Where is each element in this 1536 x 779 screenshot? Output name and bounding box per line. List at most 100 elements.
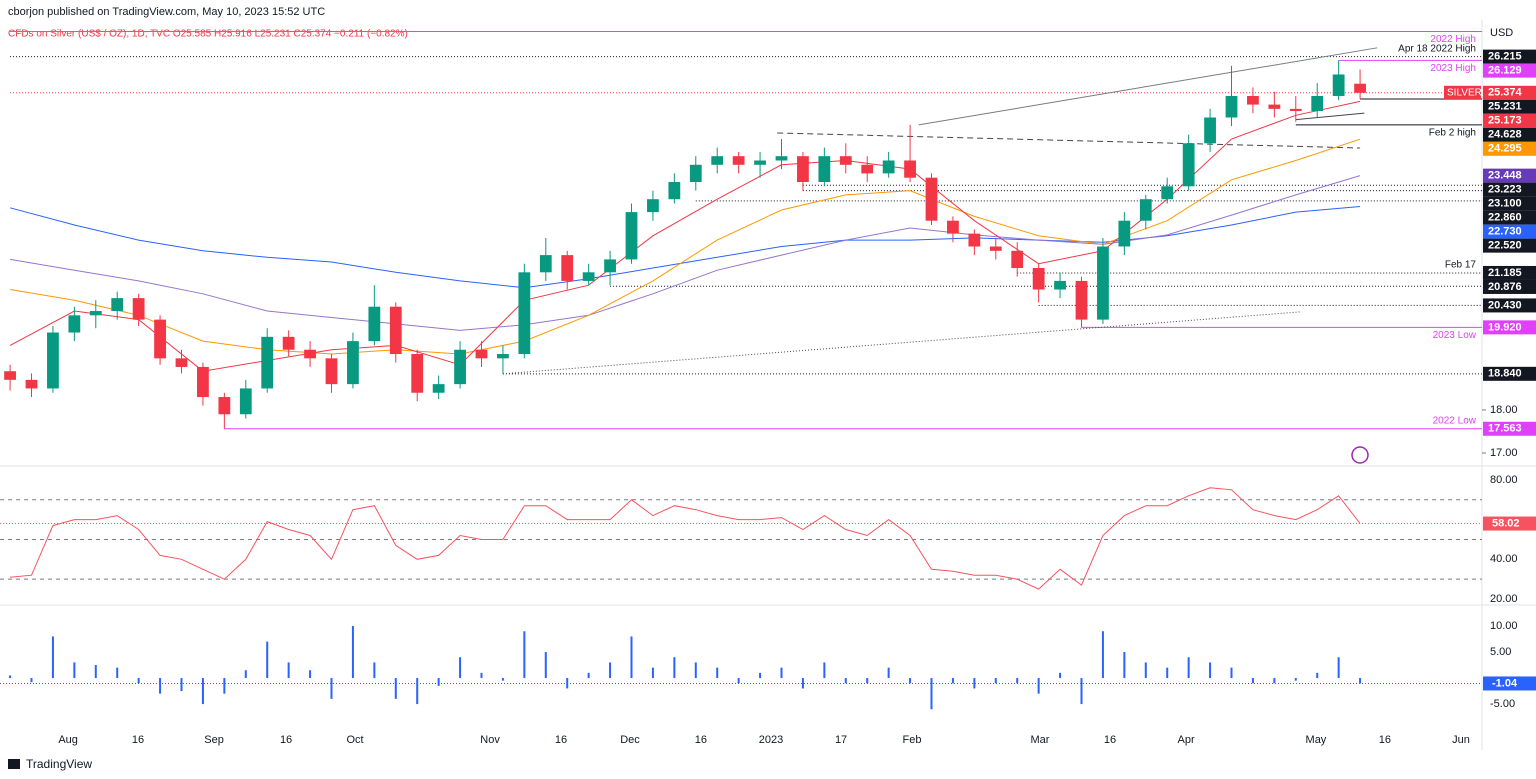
histogram-bar [1037, 678, 1040, 694]
price-label: 17.563 [1488, 423, 1522, 435]
histogram-bar [244, 670, 247, 679]
trendline [1295, 112, 1365, 121]
histogram-bar [330, 678, 333, 699]
histogram-bar [716, 667, 719, 679]
candle-body [1054, 280, 1066, 290]
x-tick-label: Apr [1178, 734, 1195, 746]
histogram-bar [223, 678, 226, 694]
price-label: 20.430 [1488, 299, 1522, 311]
moving-average [10, 175, 1361, 331]
histogram-bar [523, 631, 526, 679]
price-label: 26.215 [1488, 51, 1522, 63]
x-tick-label: Nov [480, 734, 500, 746]
candle-body [1032, 268, 1045, 290]
histogram-bar [694, 662, 697, 679]
y-tick-label: 20.00 [1490, 593, 1518, 605]
candle-body [1354, 83, 1366, 93]
price-label-box [1483, 279, 1536, 294]
candle-body [218, 397, 231, 415]
histogram-bar [9, 675, 12, 679]
candle-body [1289, 108, 1302, 112]
price-label-box [1483, 113, 1536, 128]
histogram-bar [566, 678, 569, 689]
candle-body [1161, 186, 1174, 200]
candle-body [304, 349, 316, 359]
candle-body [1118, 220, 1131, 247]
candle-body [1247, 95, 1259, 105]
candle-body [839, 156, 852, 165]
x-tick-label: Feb [903, 734, 922, 746]
level-note: Feb 2 high [1429, 128, 1476, 139]
price-label: 24.295 [1488, 143, 1522, 155]
candle-body [861, 164, 874, 174]
candle-body [604, 259, 616, 273]
candle-body [282, 336, 295, 350]
candle-body [68, 315, 81, 333]
candle-body [539, 255, 552, 273]
histogram-bar [951, 678, 954, 684]
histogram-bar [737, 678, 740, 684]
price-label-box [1483, 421, 1536, 436]
candle-body [368, 306, 381, 342]
candle-body [711, 156, 724, 165]
moving-average [10, 138, 1361, 355]
histogram-bar [673, 657, 676, 679]
price-label-box [1483, 298, 1536, 313]
x-tick-label: 2023 [759, 734, 783, 746]
histogram-bar [351, 626, 354, 679]
histogram-bar [780, 667, 783, 679]
level-note: Apr 18 2022 High [1398, 43, 1476, 54]
candle-body [175, 358, 188, 367]
histogram-bar [30, 678, 33, 683]
price-label: 22.860 [1488, 212, 1522, 224]
histogram-bar [823, 662, 826, 679]
histogram-bar [287, 662, 290, 679]
candle-body [1225, 95, 1238, 118]
x-tick-label: 16 [555, 734, 567, 746]
candle-body [668, 181, 681, 200]
price-label: 25.374 [1488, 87, 1523, 99]
histogram-bar [1166, 667, 1169, 679]
candle-body [968, 233, 981, 247]
author-line: cborjon published on TradingView.com, Ma… [8, 6, 325, 18]
candle-body [154, 319, 166, 359]
trendline [918, 47, 1378, 126]
candle-body [47, 332, 59, 389]
histogram-bar [994, 678, 997, 684]
price-label-box [1483, 168, 1536, 183]
candle-body [1097, 246, 1109, 320]
x-tick-label: 16 [280, 734, 292, 746]
y-tick-label: 18.00 [1490, 404, 1518, 416]
x-tick-label: 16 [132, 734, 144, 746]
candle-body [261, 336, 274, 389]
candle-body [197, 366, 209, 398]
candle-body [1204, 117, 1216, 144]
histogram-bar [201, 678, 204, 705]
x-tick-label: 16 [1104, 734, 1116, 746]
y-tick-label: 10.00 [1490, 620, 1518, 632]
histogram-bar [866, 678, 869, 684]
candle-body [925, 177, 938, 221]
logo [8, 759, 20, 769]
histogram-bar [609, 662, 612, 679]
histogram-bar [1016, 678, 1019, 684]
histogram-bar [1144, 662, 1147, 679]
histogram-bar [416, 678, 419, 705]
histogram-bar [1059, 672, 1062, 679]
histogram-bar [159, 678, 162, 694]
last-value-box [1483, 516, 1536, 531]
histogram-bar [651, 667, 654, 679]
histogram-bar [137, 678, 140, 684]
price-label: 25.231 [1488, 101, 1522, 113]
candle-body [754, 160, 766, 165]
price-label: 23.223 [1488, 184, 1522, 196]
price-label-box [1483, 210, 1536, 225]
candle-body [947, 220, 959, 234]
price-label: 19.920 [1488, 321, 1522, 333]
candle-body [904, 160, 916, 178]
candle-body [561, 255, 574, 281]
price-label: 21.185 [1488, 267, 1522, 279]
last-value-label: 58.02 [1492, 517, 1520, 529]
histogram-bar [1209, 662, 1212, 679]
